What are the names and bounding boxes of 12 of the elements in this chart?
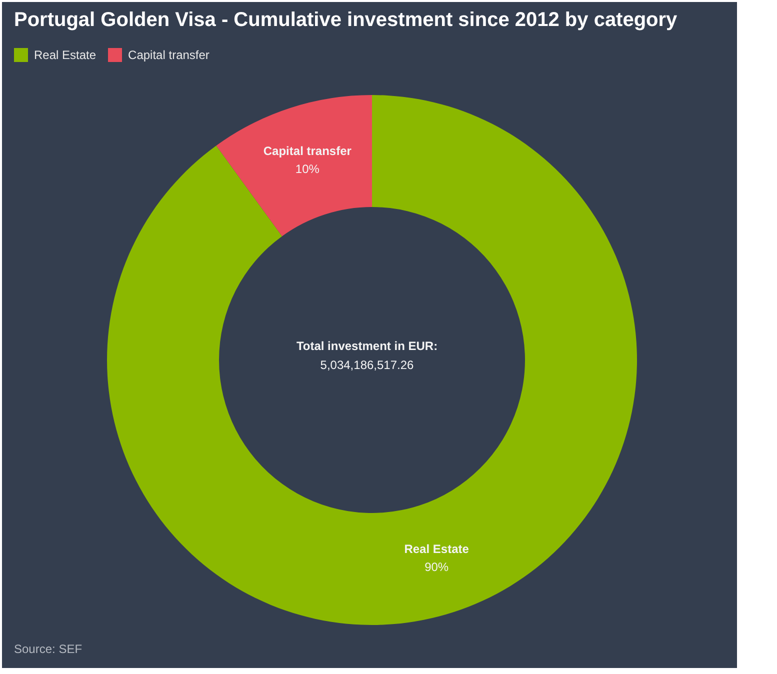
slice-label: Capital transfer <box>263 144 352 158</box>
text: Total investment in EUR: <box>295 338 439 355</box>
legend-label: Capital transfer <box>128 48 210 62</box>
data-label: 10% <box>295 162 320 176</box>
data-label: 90% <box>424 560 449 574</box>
legend-label: Real Estate <box>34 48 96 62</box>
donut-slice <box>107 95 637 625</box>
donut-slice <box>216 95 372 236</box>
slice-label: Real Estate <box>404 542 470 556</box>
chart-title: Portugal Golden Visa - Cumulative investment since 2012 by category <box>14 9 678 32</box>
text: 5,034,186,517.26 <box>319 357 415 374</box>
source-note: Source: SEF <box>14 642 82 656</box>
